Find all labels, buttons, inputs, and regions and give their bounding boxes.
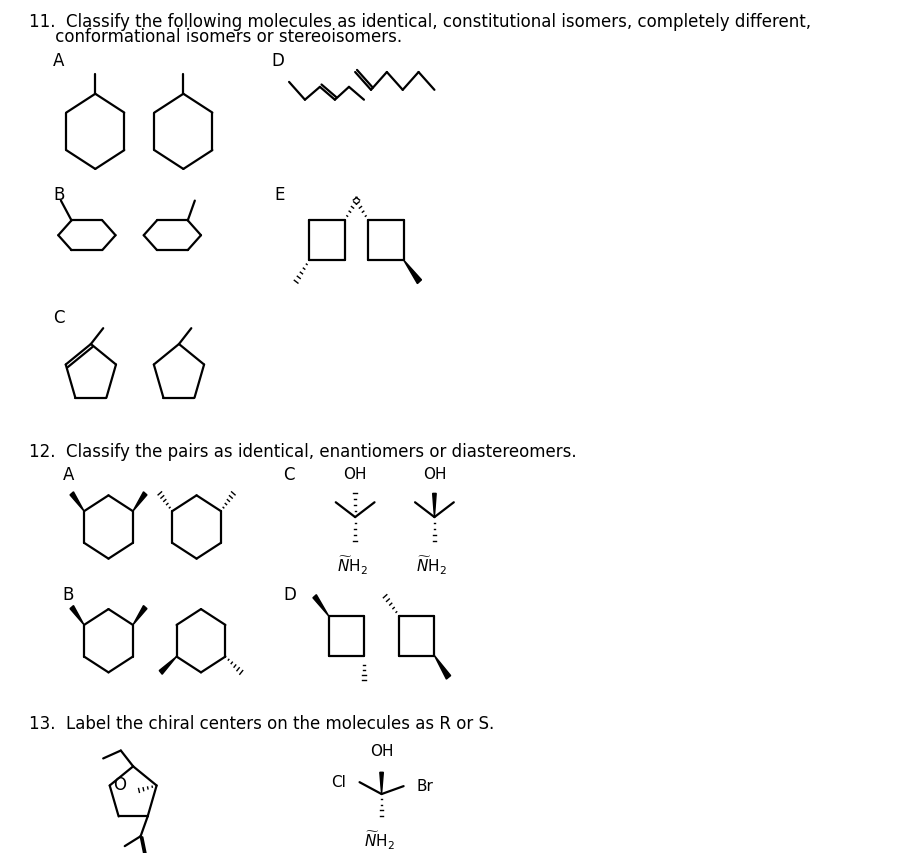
Text: Cl: Cl bbox=[331, 775, 346, 789]
Polygon shape bbox=[70, 492, 84, 511]
Text: B: B bbox=[63, 587, 74, 605]
Text: C: C bbox=[53, 310, 64, 328]
Polygon shape bbox=[380, 772, 384, 794]
Polygon shape bbox=[133, 492, 147, 511]
Text: D: D bbox=[283, 587, 296, 605]
Polygon shape bbox=[433, 494, 436, 517]
Polygon shape bbox=[70, 605, 84, 625]
Text: OH: OH bbox=[423, 468, 446, 482]
Text: $\widetilde{N}$H$_2$: $\widetilde{N}$H$_2$ bbox=[337, 555, 368, 577]
Text: O: O bbox=[113, 777, 126, 795]
Text: E: E bbox=[274, 186, 285, 204]
Polygon shape bbox=[133, 605, 147, 625]
Polygon shape bbox=[404, 260, 422, 284]
Text: D: D bbox=[271, 52, 284, 71]
Text: $\widetilde{N}$H$_2$: $\widetilde{N}$H$_2$ bbox=[416, 555, 447, 577]
Text: B: B bbox=[53, 186, 64, 204]
Text: 13.  Label the chiral centers on the molecules as R or S.: 13. Label the chiral centers on the mole… bbox=[29, 715, 494, 733]
Text: conformational isomers or stereoisomers.: conformational isomers or stereoisomers. bbox=[29, 28, 403, 46]
Text: OH: OH bbox=[344, 468, 367, 482]
Polygon shape bbox=[434, 655, 451, 679]
Text: OH: OH bbox=[370, 745, 394, 759]
Text: 11.  Classify the following molecules as identical, constitutional isomers, comp: 11. Classify the following molecules as … bbox=[29, 13, 812, 31]
Text: 12.  Classify the pairs as identical, enantiomers or diastereomers.: 12. Classify the pairs as identical, ena… bbox=[29, 443, 577, 461]
Text: A: A bbox=[63, 465, 74, 483]
Text: Br: Br bbox=[417, 778, 434, 794]
Polygon shape bbox=[313, 594, 328, 616]
Text: C: C bbox=[283, 465, 295, 483]
Text: $\widetilde{N}$H$_2$: $\widetilde{N}$H$_2$ bbox=[364, 830, 395, 852]
Text: A: A bbox=[53, 52, 64, 71]
Polygon shape bbox=[160, 656, 177, 674]
